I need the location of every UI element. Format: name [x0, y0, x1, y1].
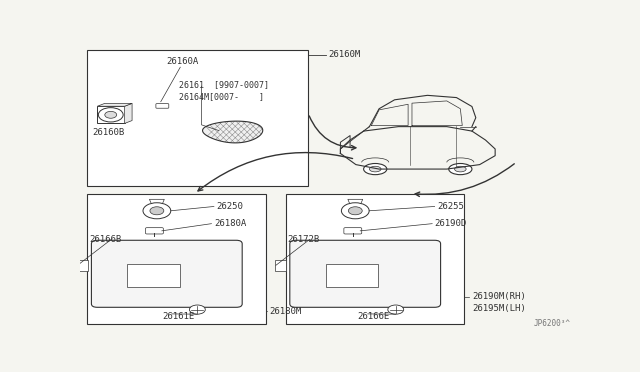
Circle shape	[388, 305, 404, 314]
FancyBboxPatch shape	[145, 228, 163, 234]
Bar	[88, 50, 308, 186]
FancyBboxPatch shape	[92, 240, 242, 307]
FancyBboxPatch shape	[344, 228, 362, 234]
Circle shape	[105, 111, 116, 118]
Text: 26166B: 26166B	[89, 235, 121, 244]
Circle shape	[143, 203, 171, 219]
Text: 26166E: 26166E	[358, 312, 390, 321]
Text: JP6200³^: JP6200³^	[534, 319, 571, 328]
Text: 26160A: 26160A	[167, 57, 199, 66]
Circle shape	[341, 203, 369, 219]
FancyBboxPatch shape	[290, 240, 440, 307]
Polygon shape	[125, 103, 132, 124]
Ellipse shape	[454, 166, 466, 172]
Text: 26161  [9907-0007]: 26161 [9907-0007]	[179, 80, 269, 89]
Text: 26250: 26250	[216, 202, 243, 211]
Text: 26255: 26255	[437, 202, 464, 211]
Text: 26195M(LH): 26195M(LH)	[472, 304, 525, 312]
Bar	[127, 264, 180, 287]
Ellipse shape	[449, 163, 472, 175]
Text: 26190M(RH): 26190M(RH)	[472, 292, 525, 301]
Text: 26180M: 26180M	[269, 307, 301, 315]
Text: 26161E: 26161E	[162, 312, 194, 321]
FancyBboxPatch shape	[97, 106, 125, 124]
FancyBboxPatch shape	[275, 260, 286, 271]
Ellipse shape	[364, 163, 387, 175]
Circle shape	[150, 207, 164, 215]
Bar	[326, 264, 378, 287]
Bar	[286, 193, 465, 324]
Polygon shape	[348, 199, 363, 205]
Polygon shape	[97, 103, 132, 106]
Text: 26160B: 26160B	[92, 128, 125, 137]
Polygon shape	[203, 121, 263, 143]
Circle shape	[348, 207, 362, 215]
Circle shape	[189, 305, 205, 314]
FancyBboxPatch shape	[156, 104, 169, 108]
FancyBboxPatch shape	[77, 260, 88, 271]
Circle shape	[99, 108, 123, 122]
Ellipse shape	[369, 166, 381, 172]
Polygon shape	[150, 199, 164, 205]
Bar	[88, 193, 266, 324]
Text: 26190D: 26190D	[435, 219, 467, 228]
Text: 26172B: 26172B	[287, 235, 319, 244]
Text: 26160M: 26160M	[328, 50, 360, 59]
Text: 26180A: 26180A	[214, 219, 246, 228]
Text: 26164M[0007-    ]: 26164M[0007- ]	[179, 92, 264, 101]
